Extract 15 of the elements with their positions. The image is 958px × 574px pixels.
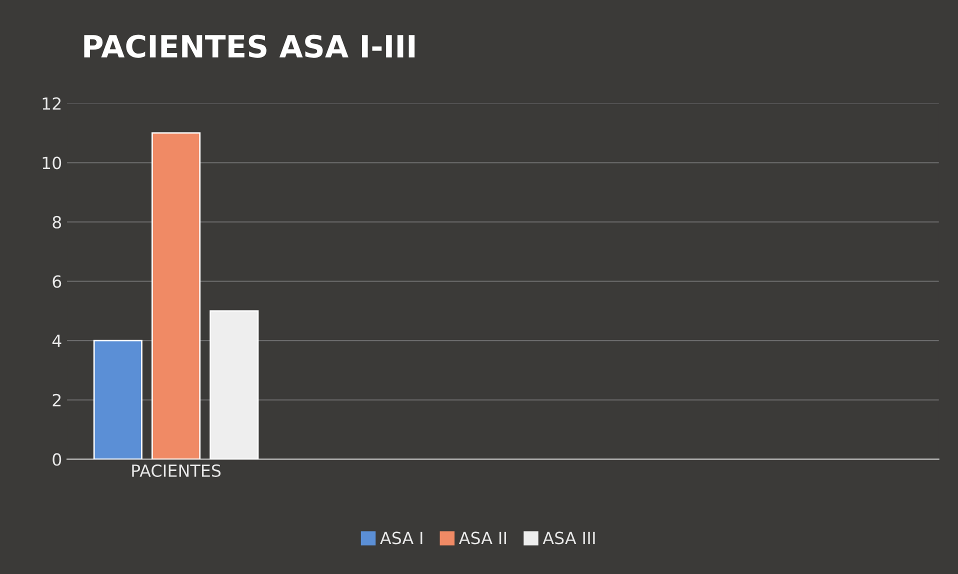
y-tick-label: 6 [52,275,62,288]
y-tick-label: 8 [52,216,62,229]
legend-label: ASA I [380,532,422,544]
bar [152,132,201,460]
y-tick-label: 4 [52,334,62,347]
legend-label: ASA II [458,532,506,544]
bar [210,310,259,460]
y-tick-label: 10 [42,156,62,170]
y-tick-label: 2 [52,394,61,406]
chart-title: PACIENTES ASA I-III [84,34,415,58]
legend-label: ASA III [542,532,595,544]
x-tick-label: PACIENTES [132,464,221,477]
y-tick-label: 0 [52,453,62,466]
bar [93,340,142,460]
y-tick-label: 12 [42,97,61,110]
